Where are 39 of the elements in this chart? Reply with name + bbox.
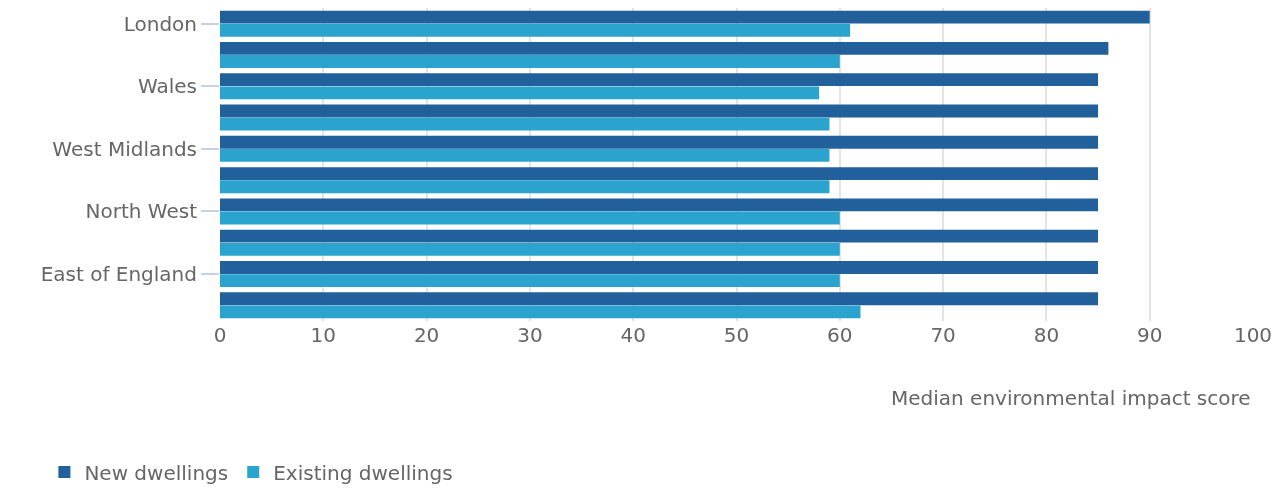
- bar: [220, 180, 830, 194]
- bar: [220, 292, 1099, 306]
- bar: [220, 117, 830, 131]
- x-tick-label: 100: [1233, 323, 1273, 347]
- y-tick-label: East of England: [40, 262, 197, 287]
- x-axis-title: Median environmental impact score: [891, 386, 1251, 410]
- legend-label: New dwellings: [84, 460, 229, 485]
- x-tick-label: 50: [723, 323, 750, 347]
- bar: [220, 148, 830, 162]
- bar: [220, 305, 861, 319]
- y-tick-label: London: [123, 11, 197, 36]
- x-tick-label: 60: [827, 323, 853, 347]
- legend-label: Existing dwellings: [273, 460, 453, 485]
- bar: [220, 23, 851, 37]
- x-tick-label: 10: [310, 323, 337, 347]
- x-tick-label: 80: [1033, 323, 1060, 347]
- bar: [220, 86, 820, 100]
- bar: [220, 274, 840, 288]
- bar: [220, 135, 1099, 149]
- y-tick-label: North West: [85, 199, 198, 224]
- y-tick-label: Wales: [137, 74, 197, 99]
- x-tick-label: 20: [413, 323, 440, 347]
- x-tick-label: 30: [517, 323, 543, 347]
- bar: [220, 73, 1099, 87]
- bar: [220, 55, 840, 68]
- bar: [220, 211, 840, 225]
- bar: [220, 167, 1099, 181]
- bar: [220, 104, 1099, 118]
- bar: [220, 242, 840, 256]
- bar: [220, 41, 1109, 55]
- bar: [220, 198, 1099, 212]
- bar: [220, 261, 1099, 274]
- bar: [220, 229, 1099, 243]
- x-tick-label: 40: [620, 323, 646, 347]
- y-tick-label: West Midlands: [52, 136, 197, 161]
- bar: [220, 10, 1150, 24]
- x-tick-label: 70: [930, 323, 956, 347]
- x-tick-label: 90: [1136, 323, 1163, 347]
- x-tick-label: 0: [213, 323, 227, 347]
